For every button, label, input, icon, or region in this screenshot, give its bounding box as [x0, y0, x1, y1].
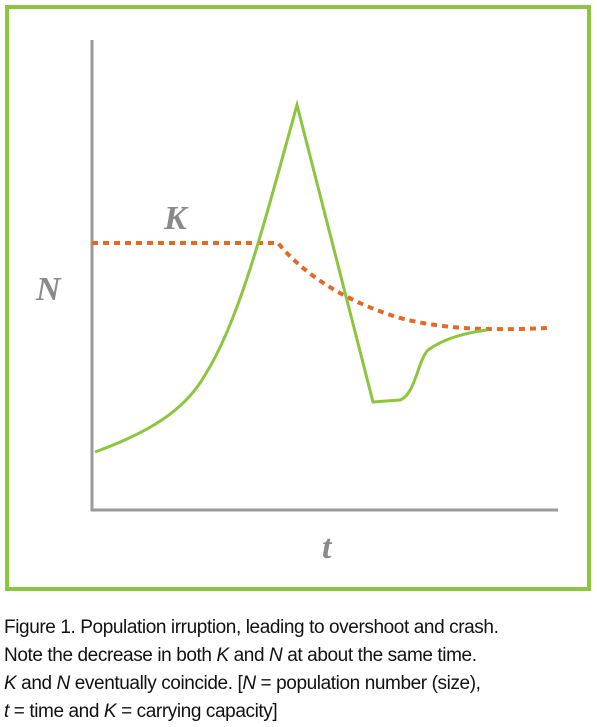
caption: Figure 1. Population irruption, leading … — [4, 614, 596, 726]
caption-text: at about the same time. — [282, 645, 477, 666]
caption-text: and — [16, 673, 57, 694]
caption-text: = carrying capacity] — [116, 701, 278, 722]
caption-symbol: N — [269, 645, 283, 666]
caption-symbol: N — [56, 673, 71, 694]
frame — [5, 5, 591, 591]
caption-symbol: t — [4, 701, 9, 722]
x-axis-label: t — [322, 529, 333, 566]
caption-line: Figure 1. Population irruption, leading … — [4, 614, 596, 642]
caption-text: = time and — [8, 701, 104, 722]
caption-text: Note the decrease in both — [4, 645, 217, 666]
caption-text: Figure 1. Population irruption, leading … — [4, 617, 499, 638]
caption-text: eventually coincide. [ — [69, 673, 243, 694]
caption-symbol: K — [216, 645, 229, 666]
y-axis-label: N — [35, 271, 62, 308]
caption-symbol: N — [242, 673, 256, 694]
caption-symbol: K — [103, 701, 117, 722]
caption-text: and — [228, 645, 270, 666]
carrying-capacity-curve — [92, 241, 549, 332]
figure: N K t — [5, 5, 591, 591]
caption-line: t = time and K = carrying capacity] — [4, 698, 596, 726]
caption-symbol: K — [4, 673, 17, 694]
caption-line: K and N eventually coincide. [N = popula… — [4, 670, 596, 698]
k-label: K — [163, 200, 189, 237]
caption-text: = population number (size), — [255, 673, 481, 694]
caption-line: Note the decrease in both K and N at abo… — [4, 642, 596, 670]
population-curve — [94, 99, 488, 454]
